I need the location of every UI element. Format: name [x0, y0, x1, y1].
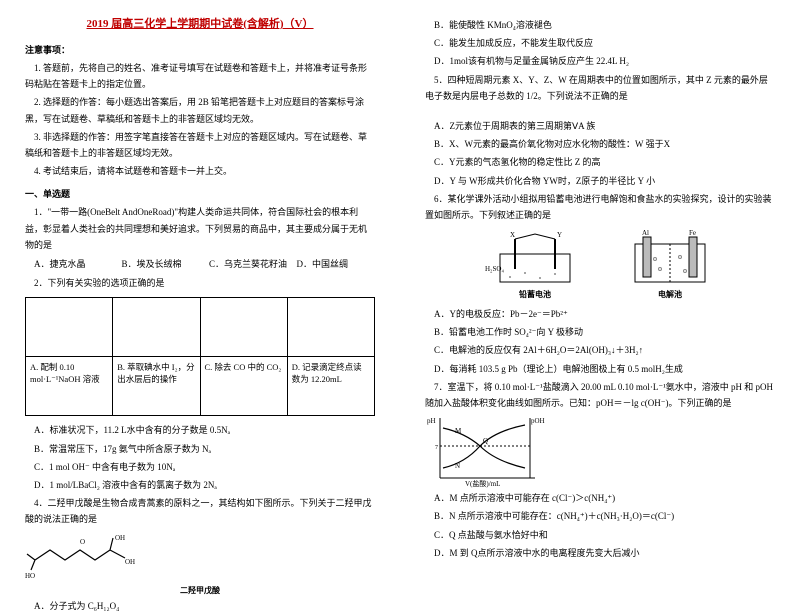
- q5-text: 5．四种短周期元素 X、Y、Z、W 在周期表中的位置如图所示，其中 Z 元素的最…: [425, 72, 775, 104]
- q4-opt-b: B．能使酸性 KMnO₄溶液褪色: [425, 17, 775, 33]
- q2-cell-c: C. 除去 CO 中的 CO₂: [200, 357, 287, 416]
- q6-opt-d: D．每消耗 103.5 g Pb（理论上）电解池图极上有 0.5 molH₂生成: [425, 361, 775, 377]
- svg-text:N: N: [455, 462, 460, 470]
- q2-table: A. 配制 0.10 mol·L⁻¹NaOH 溶液 B. 萃取碘水中 I₂，分出…: [25, 297, 375, 416]
- q3-opt-d: D．1 mol/LBaCl₂ 溶液中含有的氯离子数为 2Nₐ: [25, 477, 375, 493]
- q7-opt-a: A．M 点所示溶液中可能存在 c(Cl⁻)＞c(NH₄⁺): [425, 490, 775, 506]
- titration-curve-figure: pH pOH 7 V(盐酸)/mL M N Q: [425, 413, 545, 488]
- q3-opt-a: A．标准状况下，11.2 L水中含有的分子数是 0.5Nₐ: [25, 422, 375, 438]
- svg-text:M: M: [455, 427, 462, 435]
- q3-opt-b: B．常温常压下，17g 氨气中所含原子数为 Nₐ: [25, 441, 375, 457]
- q4-opt-a: A．分子式为 C₆H₁₂O₄: [25, 598, 375, 614]
- fig6-left-label: 铅蓄电池: [485, 289, 585, 300]
- svg-text:O: O: [80, 538, 85, 546]
- q5-opt-d: D．Y 与 W形成共价化合物 YW时，Z原子的半径比 Y 小: [425, 173, 775, 189]
- svg-text:OH: OH: [125, 558, 135, 566]
- q1-opt-d: D．中国丝绸: [288, 257, 376, 271]
- q2-text: 2．下列有关实验的选项正确的是: [25, 275, 375, 291]
- q5-opt-b: B．X、W元素的最高价氧化物对应水化物的酸性：W 强于X: [425, 136, 775, 152]
- svg-text:H₂SO₄: H₂SO₄: [485, 265, 504, 273]
- q4-opt-d: D．1mol该有机物与足量金属钠反应产生 22.4L H₂: [425, 53, 775, 69]
- q6-opt-a: A．Y的电极反应：Pb－2e⁻＝Pb²⁺: [425, 306, 775, 322]
- svg-text:Q: Q: [483, 437, 488, 445]
- svg-text:Al: Al: [642, 229, 649, 237]
- q6-text: 6．某化学课外活动小组拟用铅蓄电池进行电解饱和食盐水的实验探究，设计的实验装置如…: [425, 191, 775, 223]
- notice-4: 4. 考试结束后，请将本试题卷和答题卡一并上交。: [25, 163, 375, 179]
- q4-fig-label: 二羟甲戊酸: [25, 585, 375, 596]
- q5-opt-a: A．Z元素位于周期表的第三周期第ⅤA 族: [425, 118, 775, 134]
- battery-figure: X Y H₂SO₄: [485, 229, 585, 289]
- doc-title: 2019 届高三化学上学期期中试卷(含解析)（V）: [25, 15, 375, 31]
- svg-text:pOH: pOH: [531, 417, 545, 425]
- q7-text: 7．室温下，将 0.10 mol·L⁻¹盐酸滴入 20.00 mL 0.10 m…: [425, 379, 775, 411]
- q1-text: 1．"一带一路(OneBelt AndOneRoad)"构建人类命运共同体，符合…: [25, 204, 375, 253]
- q6-opt-b: B．铅蓄电池工作时 SO₄²⁻向 Y 极移动: [425, 324, 775, 340]
- svg-text:X: X: [510, 231, 515, 239]
- q5-opt-c: C．Y元素的气态氢化物的稳定性比 Z 的高: [425, 154, 775, 170]
- svg-text:Fe: Fe: [689, 229, 696, 237]
- q7-opt-b: B．N 点所示溶液中可能存在：c(NH₄⁺)＋c(NH₃·H₂O)＝c(Cl⁻): [425, 508, 775, 524]
- svg-text:Y: Y: [557, 231, 562, 239]
- q1-opt-a: A．捷克水晶: [25, 257, 113, 271]
- svg-text:pH: pH: [427, 417, 436, 425]
- q1-opt-b: B．埃及长绒棉: [113, 257, 201, 271]
- notice-1: 1. 答题前，先将自己的姓名、准考证号填写在试题卷和答题卡上，并将准考证号条形码…: [25, 60, 375, 92]
- svg-text:7: 7: [435, 445, 438, 451]
- q1-opt-c: C．乌克兰葵花籽油: [200, 257, 288, 271]
- q4-text: 4．二羟甲戊酸是生物合成青蒿素的原料之一，其结构如下图所示。下列关于二羟甲戊酸的…: [25, 495, 375, 527]
- q7-opt-c: C．Q 点盐酸与氨水恰好中和: [425, 527, 775, 543]
- notice-2: 2. 选择题的作答：每小题选出答案后，用 2B 铅笔把答题卡上对应题目的答案标号…: [25, 94, 375, 126]
- molecule-figure: HO OH OH O: [25, 530, 145, 585]
- svg-text:V(盐酸)/mL: V(盐酸)/mL: [465, 479, 500, 488]
- notice-heading: 注意事项：: [25, 43, 375, 56]
- svg-text:HO: HO: [25, 572, 35, 580]
- q7-opt-d: D．M 到 Q点所示溶液中水的电离程度先变大后减小: [425, 545, 775, 561]
- q4-opt-c: C．能发生加成反应，不能发生取代反应: [425, 35, 775, 51]
- q3-opt-c: C．1 mol OH⁻ 中含有电子数为 10Nₐ: [25, 459, 375, 475]
- q2-cell-d: D. 记录滴定终点读数为 12.20mL: [287, 357, 374, 416]
- notice-3: 3. 非选择题的作答：用签字笔直接答在答题卡上对应的答题区域内。写在试题卷、草稿…: [25, 129, 375, 161]
- electrolysis-figure: Al Fe: [625, 229, 715, 289]
- svg-text:OH: OH: [115, 534, 125, 542]
- q6-opt-c: C．电解池的反应仅有 2Al＋6H₂O＝2Al(OH)₃↓＋3H₂↑: [425, 342, 775, 358]
- section-1-heading: 一、单选题: [25, 187, 375, 200]
- q2-cell-a: A. 配制 0.10 mol·L⁻¹NaOH 溶液: [26, 357, 113, 416]
- q2-cell-b: B. 萃取碘水中 I₂，分出水层后的操作: [113, 357, 200, 416]
- fig6-right-label: 电解池: [625, 289, 715, 300]
